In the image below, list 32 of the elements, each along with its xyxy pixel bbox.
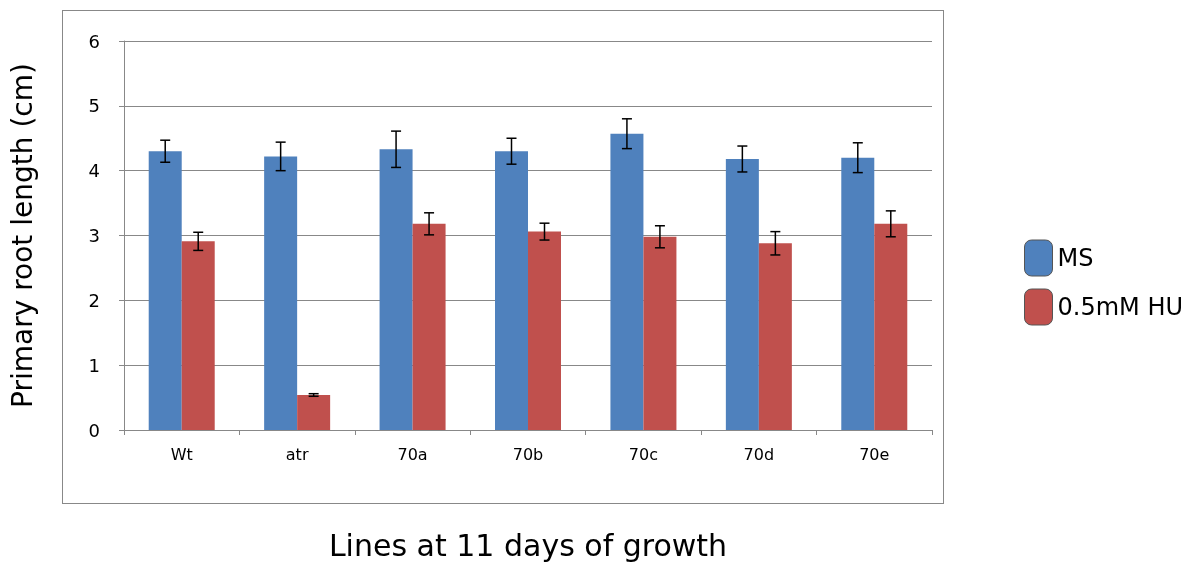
bar	[181, 241, 215, 430]
bar	[412, 223, 446, 430]
y-axis-title: Primary root length (cm)	[5, 63, 39, 408]
x-tick-label: 70a	[397, 444, 428, 464]
y-tick-label: 4	[88, 160, 100, 182]
bar	[758, 243, 792, 430]
x-tick-label: 70c	[628, 444, 659, 464]
y-tick-label: 0	[88, 419, 100, 441]
y-tick-label: 6	[88, 30, 100, 52]
x-tick-label: Wt	[170, 444, 193, 464]
bar	[610, 133, 644, 430]
bar	[874, 223, 908, 430]
bar	[643, 236, 677, 430]
x-tick-label: 70e	[859, 444, 890, 464]
y-tick-label: 1	[88, 354, 100, 376]
x-tick-label: atr	[285, 444, 309, 464]
x-tick-label: 70d	[743, 444, 775, 464]
y-tick-label: 2	[88, 289, 100, 311]
y-tick-label: 3	[88, 225, 100, 246]
bar	[841, 157, 875, 430]
bar	[725, 159, 759, 430]
legend-label: 0.5mM HU	[1057, 293, 1183, 321]
y-tick-label: 5	[88, 95, 100, 117]
bar	[264, 156, 298, 430]
bar	[297, 394, 331, 430]
x-axis-title: Lines at 11 days of growth	[328, 527, 728, 563]
bar	[148, 151, 182, 430]
bar	[495, 151, 528, 430]
bar	[379, 149, 413, 430]
x-tick-label: 70b	[512, 444, 544, 464]
bar	[528, 231, 561, 430]
legend-label: MS	[1057, 244, 1094, 272]
